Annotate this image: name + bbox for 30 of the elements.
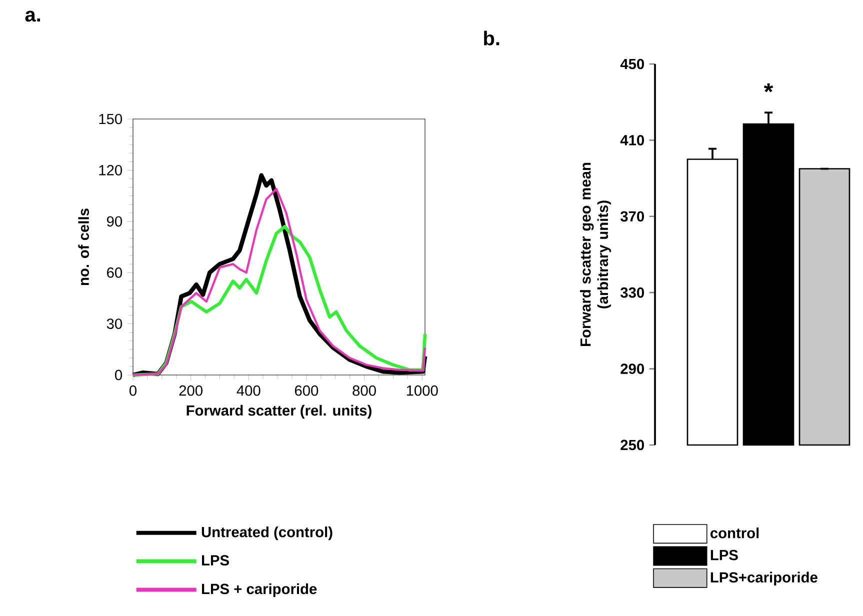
y-axis-title: no. of cells	[78, 208, 89, 286]
x-tick-label: 800	[352, 385, 376, 396]
y-tick-label: 250	[620, 440, 644, 450]
y-tick-label: 290	[620, 364, 644, 374]
annotation: *	[764, 83, 774, 92]
legend-label: LPS	[202, 555, 229, 566]
x-axis-title: Forward scatter (rel. units)	[186, 404, 372, 419]
y-tick-label: 60	[107, 267, 122, 278]
text: b.	[484, 30, 500, 46]
y-tick-label: 120	[99, 165, 122, 176]
y-tick-label: 410	[620, 135, 644, 146]
x-tick-label: 600	[294, 385, 318, 396]
y-tick-label: 30	[106, 318, 122, 329]
y-tick-label: 0	[115, 370, 122, 380]
legend-label: control	[710, 528, 759, 538]
y-tick-label: 150	[99, 114, 122, 124]
y-tick-label: 90	[106, 216, 122, 227]
legend-label: Untreated (control)	[202, 526, 332, 540]
x-tick-label: 1000	[406, 385, 438, 396]
legend-label: LPS	[710, 550, 738, 560]
legend-label: LPS+cariporide	[710, 572, 818, 586]
y-axis-title: Forward scatter geo mean (arbitrary units)	[580, 162, 611, 346]
text: a.	[25, 10, 40, 22]
x-tick-label: 0	[129, 385, 136, 396]
y-tick-label: 370	[620, 211, 644, 222]
x-tick-label: 200	[179, 385, 202, 396]
y-tick-label: 330	[620, 287, 644, 298]
y-tick-label: 450	[620, 58, 644, 70]
x-tick-label: 400	[236, 385, 260, 396]
legend-label: LPS + cariporide	[202, 583, 317, 598]
